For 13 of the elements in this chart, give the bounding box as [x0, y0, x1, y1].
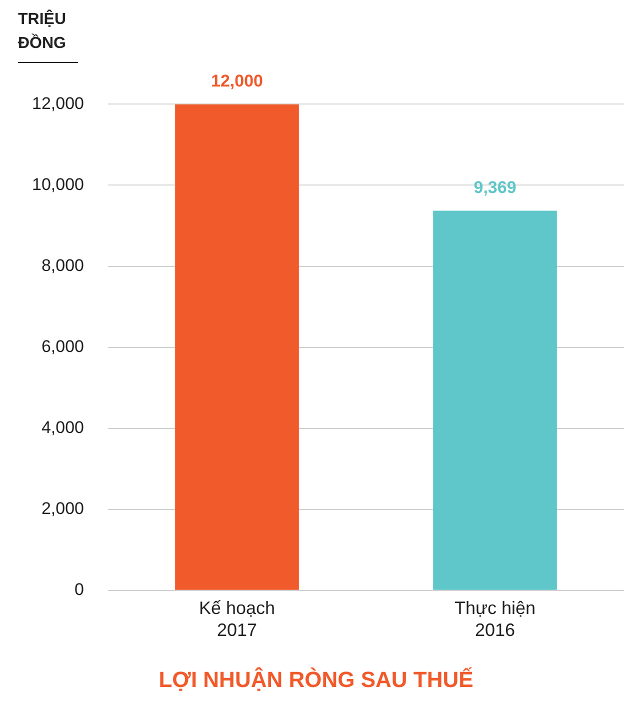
y-tick-label: 4,000 — [41, 418, 84, 438]
x-tick-label: Kế hoạch 2017 — [198, 598, 276, 640]
y-tick-label: 2,000 — [41, 499, 84, 518]
y-tick-label: 6,000 — [41, 336, 84, 356]
y-tick-label: 0 — [74, 580, 84, 600]
data-label: 12,000 — [210, 71, 263, 90]
x-tick-label: Thực hiện 2016 — [454, 598, 536, 640]
y-axis-title: TRIỆU ĐỒNG — [18, 8, 78, 63]
text: LỢI NHUẬN RÒNG SAU THUẾ — [158, 666, 474, 692]
y-tick-label: 8,000 — [41, 256, 84, 275]
data-label: 9,369 — [474, 178, 516, 197]
y-tick-label: 12,000 — [32, 94, 84, 113]
y-tick-label: 10,000 — [32, 174, 84, 194]
